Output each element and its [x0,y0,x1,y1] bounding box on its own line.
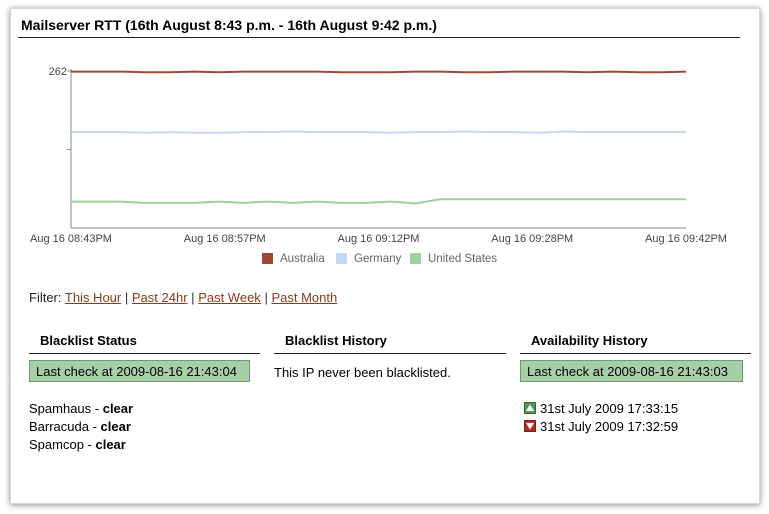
availability-last-check: Last check at 2009-08-16 21:43:03 [520,360,743,382]
filter-this-hour-link[interactable]: This Hour [64,290,122,305]
availability-history-heading: Availability History [531,333,648,348]
legend-label: Australia [280,253,325,265]
legend-swatch [336,253,347,264]
list-item: Barracuda - clear [29,419,133,435]
blacklist-history-heading-bar: Blacklist History [274,333,506,354]
down-arrow-icon [524,420,536,432]
legend-swatch [262,253,273,264]
filter-bar: Filter: This Hour | Past 24hr | Past Wee… [29,290,337,305]
x-tick-label: Aug 16 08:43PM [30,233,112,245]
legend-label: United States [428,253,497,265]
series-line-australia [71,70,687,74]
x-tick-label: Aug 16 09:42PM [645,233,727,245]
blacklist-name: Barracuda [29,419,89,434]
blacklist-history-heading: Blacklist History [285,333,387,348]
x-tick-label: Aug 16 09:28PM [491,233,573,245]
graph-title: Mailserver RTT (16th August 8:43 p.m. - … [21,17,437,33]
blacklist-dash: - [88,419,101,434]
blacklist-status-last-check-text: Last check at 2009-08-16 21:43:04 [36,364,237,379]
filter-separator: | [264,290,268,305]
blacklist-status-last-check: Last check at 2009-08-16 21:43:04 [29,360,250,382]
filter-past-week-link[interactable]: Past Week [198,290,261,305]
series-line-united-states [71,198,686,205]
legend-swatch [410,253,421,264]
availability-event-text: 31st July 2009 17:33:15 [540,401,679,416]
blacklist-list: Spamhaus - clear Barracuda - clear Spamc… [29,401,133,453]
availability-last-check-text: Last check at 2009-08-16 21:43:03 [527,364,728,379]
up-arrow-icon [524,402,536,414]
blacklist-name: Spamhaus [29,401,92,416]
availability-history-heading-bar: Availability History [520,333,751,354]
list-item: Spamhaus - clear [29,401,133,417]
x-tick-label: Aug 16 09:12PM [338,233,420,245]
blacklist-dash: - [83,437,96,452]
filter-past-24hr-link[interactable]: Past 24hr [131,290,188,305]
blacklist-state: clear [100,419,131,434]
y-tick-label: 262 [49,66,67,78]
list-item: 31st July 2009 17:32:59 [524,419,678,435]
list-item: 31st July 2009 17:33:15 [524,401,678,417]
filter-separator: | [191,290,195,305]
blacklist-status-heading: Blacklist Status [40,333,137,348]
rtt-chart: 262 Aug 16 08:43PM Aug 16 08:57PM Aug 16 09… [30,66,727,265]
legend-label: Germany [354,253,402,265]
blacklist-state: clear [95,437,126,452]
availability-event-text: 31st July 2009 17:32:59 [540,419,679,434]
panel-frame [10,8,760,504]
blacklist-status-heading-bar: Blacklist Status [29,333,260,354]
series-line-germany [71,130,686,134]
graph-title-bar: Mailserver RTT (16th August 8:43 p.m. - … [18,17,740,38]
blacklist-name: Spamcop [29,437,84,452]
blacklist-state: clear [102,401,134,416]
blacklist-dash: - [91,401,103,416]
filter-separator: | [124,290,129,305]
list-item: Spamcop - clear [29,437,133,453]
blacklist-history-message: This IP never been blacklisted. [274,365,451,380]
filter-past-month-link[interactable]: Past Month [271,290,338,305]
x-tick-label: Aug 16 08:57PM [184,233,266,245]
filter-label: Filter: [29,290,62,305]
